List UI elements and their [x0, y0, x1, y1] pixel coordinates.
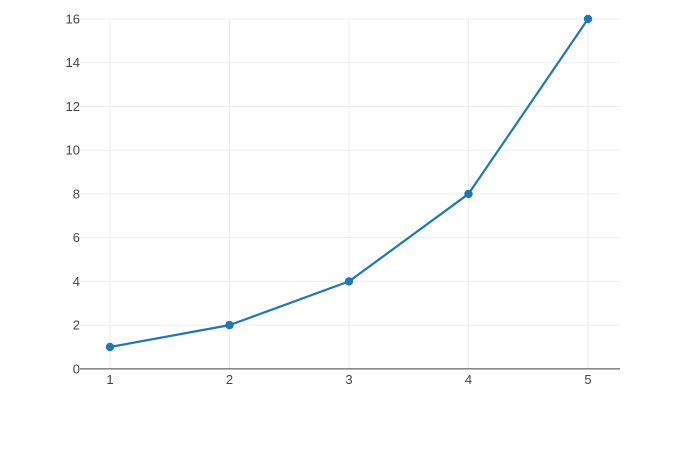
svg-text:16: 16 — [66, 11, 80, 26]
svg-text:14: 14 — [66, 55, 80, 70]
svg-text:2: 2 — [73, 318, 80, 333]
svg-text:1: 1 — [106, 372, 113, 387]
svg-text:8: 8 — [73, 186, 80, 201]
svg-text:4: 4 — [73, 274, 80, 289]
svg-text:0: 0 — [73, 361, 80, 376]
svg-text:5: 5 — [584, 372, 591, 387]
svg-text:4: 4 — [465, 372, 472, 387]
svg-text:6: 6 — [73, 230, 80, 245]
svg-text:10: 10 — [66, 143, 80, 158]
svg-text:3: 3 — [345, 372, 352, 387]
svg-text:2: 2 — [226, 372, 233, 387]
svg-text:12: 12 — [66, 99, 80, 114]
